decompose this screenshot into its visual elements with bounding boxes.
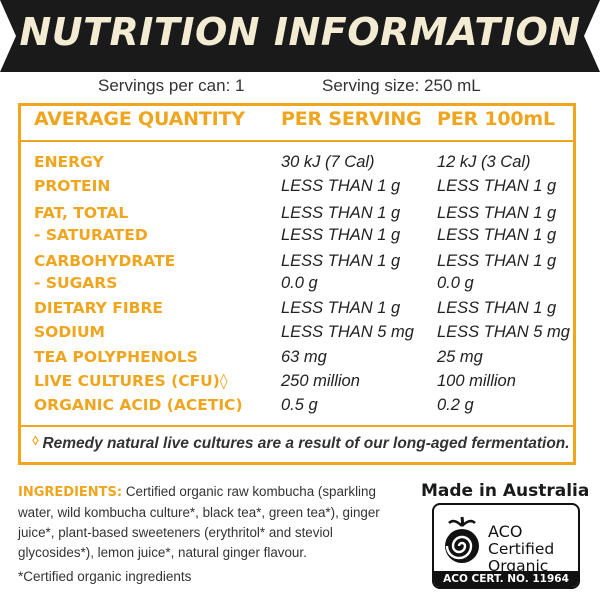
per-100ml-value: 25 mg <box>437 348 483 366</box>
nutrient-name: ENERGY <box>34 153 104 171</box>
per-100ml-value: LESS THAN 5 mg <box>437 323 570 341</box>
table-row: FAT, TOTAL LESS THAN 1 g LESS THAN 1 g <box>0 204 600 226</box>
nutrient-name: SODIUM <box>34 323 105 341</box>
aco-line-2: Certified <box>488 540 555 558</box>
nutrient-name: CARBOHYDRATE <box>34 252 176 270</box>
nutrient-name: FAT, TOTAL <box>34 204 129 222</box>
organic-swirl-icon <box>445 516 479 563</box>
nutrient-name: - SATURATED <box>34 226 148 244</box>
aco-line-3: Organic <box>488 557 549 575</box>
footnote-divider <box>21 425 573 427</box>
per-100ml-value: LESS THAN 1 g <box>437 177 557 195</box>
certified-organic-note: *Certified organic ingredients <box>18 569 192 584</box>
per-serving-value: 30 kJ (7 Cal) <box>281 153 375 171</box>
table-row: PROTEIN LESS THAN 1 g LESS THAN 1 g <box>0 177 600 199</box>
per-100ml-value: LESS THAN 1 g <box>437 252 557 270</box>
servings-line: Servings per can: 1 Serving size: 250 mL <box>0 76 600 98</box>
per-100ml-value: LESS THAN 1 g <box>437 299 557 317</box>
aco-cert-number: ACO CERT. NO. 11964 <box>434 571 578 587</box>
table-row: DIETARY FIBRE LESS THAN 1 g LESS THAN 1 … <box>0 299 600 321</box>
per-100ml-value: 0.2 g <box>437 396 474 414</box>
nutrient-name: - SUGARS <box>34 274 118 292</box>
per-100ml-value: 100 million <box>437 372 516 390</box>
table-row: LIVE CULTURES (CFU)◊ 250 million 100 mil… <box>0 372 600 394</box>
table-row: ENERGY 30 kJ (7 Cal) 12 kJ (3 Cal) <box>0 153 600 175</box>
table-row: TEA POLYPHENOLS 63 mg 25 mg <box>0 348 600 370</box>
per-serving-value: LESS THAN 5 mg <box>281 323 414 341</box>
nutrient-name: DIETARY FIBRE <box>34 299 163 317</box>
aco-certified-organic-logo: ACO Certified Organic ACO CERT. NO. 1196… <box>432 503 580 589</box>
per-100ml-value: 12 kJ (3 Cal) <box>437 153 531 171</box>
nutrient-name: TEA POLYPHENOLS <box>34 348 198 366</box>
nutrition-panel <box>18 103 576 465</box>
per-serving-value: LESS THAN 1 g <box>281 252 401 270</box>
table-row: SODIUM LESS THAN 5 mg LESS THAN 5 mg <box>0 323 600 345</box>
servings-per-can: Servings per can: 1 <box>98 76 245 95</box>
table-row: ORGANIC ACID (ACETIC) 0.5 g 0.2 g <box>0 396 600 418</box>
header-divider <box>21 140 573 142</box>
header-average-quantity: AVERAGE QUANTITY <box>34 108 245 130</box>
nutrient-name: PROTEIN <box>34 177 111 195</box>
header-per-100ml: PER 100mL <box>437 108 555 130</box>
title-banner: NUTRITION INFORMATION <box>0 0 600 72</box>
footnote-text: Remedy natural live cultures are a resul… <box>42 435 570 452</box>
made-in-australia: Made in Australia <box>421 481 590 501</box>
banner-ribbon-shape <box>0 0 600 72</box>
per-serving-value: LESS THAN 1 g <box>281 299 401 317</box>
ingredients-label: INGREDIENTS: <box>18 485 123 500</box>
aco-line-1: ACO <box>488 522 523 541</box>
serving-size: Serving size: 250 mL <box>322 76 481 95</box>
per-serving-value: LESS THAN 1 g <box>281 177 401 195</box>
per-serving-value: LESS THAN 1 g <box>281 226 401 244</box>
ingredients-text: Certified organic raw kombucha (sparklin… <box>18 484 380 560</box>
per-serving-value: 0.0 g <box>281 274 318 292</box>
per-100ml-value: 0.0 g <box>437 274 474 292</box>
nutrient-name: LIVE CULTURES (CFU)◊ <box>34 372 228 390</box>
per-serving-value: 250 million <box>281 372 360 390</box>
per-serving-value: 0.5 g <box>281 396 318 414</box>
header-per-serving: PER SERVING <box>281 108 422 130</box>
nutrient-name: ORGANIC ACID (ACETIC) <box>34 396 243 414</box>
per-serving-value: 63 mg <box>281 348 327 366</box>
ingredients-block: INGREDIENTS: Certified organic raw kombu… <box>18 482 406 563</box>
table-row: - SUGARS 0.0 g 0.0 g <box>0 274 600 296</box>
per-100ml-value: LESS THAN 1 g <box>437 226 557 244</box>
cultures-footnote: ◊ Remedy natural live cultures are a resu… <box>32 433 570 453</box>
page-title: NUTRITION INFORMATION <box>19 10 581 54</box>
table-row: CARBOHYDRATE LESS THAN 1 g LESS THAN 1 g <box>0 252 600 274</box>
per-serving-value: LESS THAN 1 g <box>281 204 401 222</box>
footnote-mark: ◊ <box>32 433 39 448</box>
per-100ml-value: LESS THAN 1 g <box>437 204 557 222</box>
table-row: - SATURATED LESS THAN 1 g LESS THAN 1 g <box>0 226 600 248</box>
